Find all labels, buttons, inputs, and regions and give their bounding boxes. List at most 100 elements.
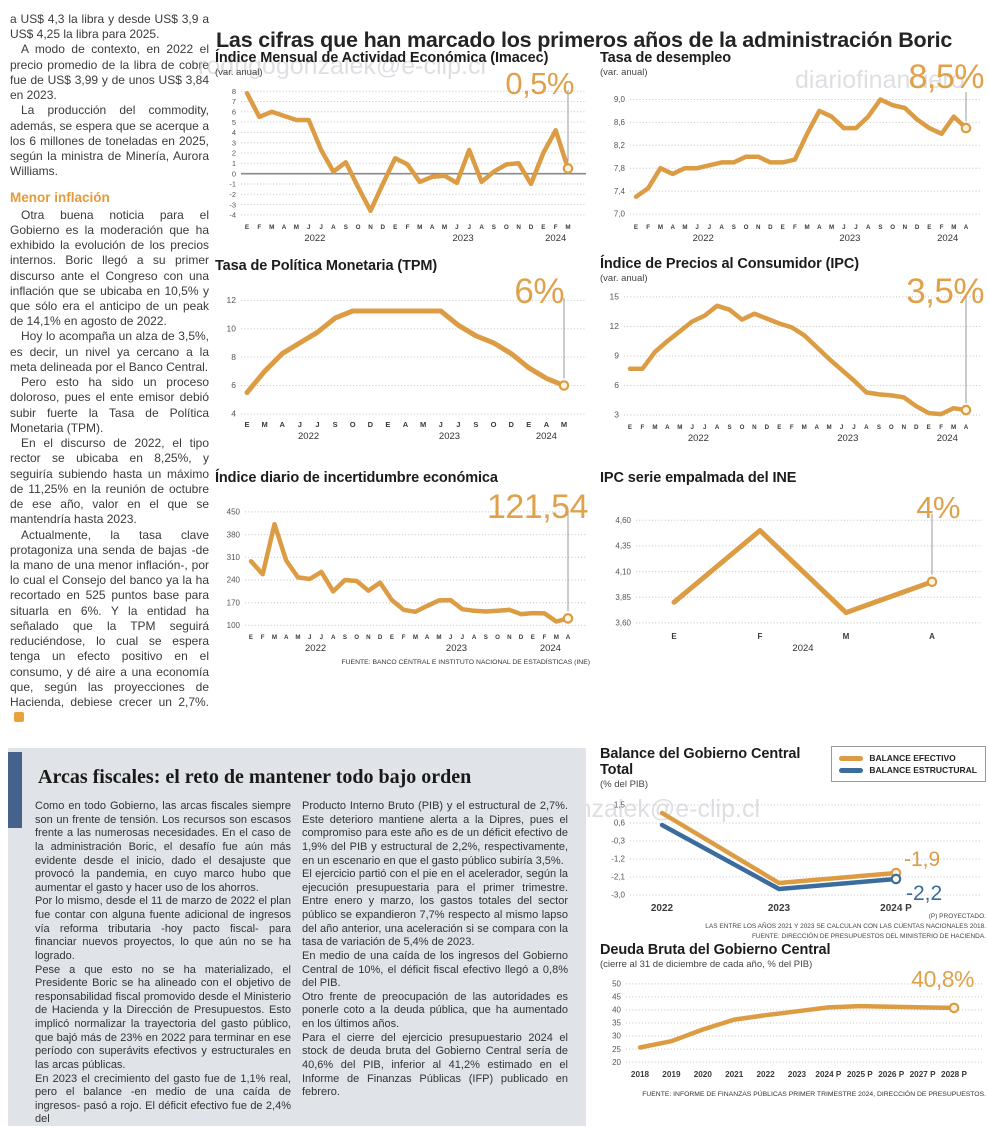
svg-text:25: 25: [612, 1045, 621, 1054]
svg-text:F: F: [758, 632, 763, 641]
balance-chart-title: Balance del Gobierno Central Total: [600, 746, 801, 778]
svg-text:A: A: [964, 224, 969, 231]
incertidumbre-callout-value: 121,54: [487, 488, 589, 526]
svg-text:A: A: [430, 224, 435, 231]
svg-text:M: M: [294, 224, 299, 231]
svg-text:D: D: [529, 224, 534, 231]
svg-text:1: 1: [232, 159, 236, 168]
svg-text:2022: 2022: [651, 903, 674, 914]
svg-text:M: M: [554, 634, 559, 641]
svg-text:D: D: [508, 420, 514, 429]
balance-chart: Balance del Gobierno Central Total (% de…: [600, 746, 986, 940]
ipc-chart: Índice de Precios al Consumidor (IPC) (v…: [600, 256, 986, 448]
svg-text:170: 170: [227, 598, 241, 607]
svg-text:M: M: [802, 424, 807, 431]
svg-text:2022: 2022: [756, 1070, 775, 1079]
desempleo-chart: Tasa de desempleo (var. anual) 9,0 8,6 8,2…: [600, 50, 986, 248]
svg-text:8: 8: [232, 87, 236, 96]
svg-text:2023: 2023: [453, 233, 474, 244]
svg-text:J: J: [690, 424, 694, 431]
svg-text:2026 P: 2026 P: [878, 1070, 904, 1079]
svg-text:2022: 2022: [693, 233, 714, 244]
svg-text:2024: 2024: [937, 233, 958, 244]
svg-text:J: J: [703, 424, 707, 431]
infographic-title: Las cifras que han marcado los primeros …: [216, 28, 953, 53]
svg-text:D: D: [519, 634, 524, 641]
svg-text:J: J: [439, 420, 443, 429]
article-end-marker: [14, 712, 24, 723]
svg-text:M: M: [269, 224, 274, 231]
svg-text:M: M: [417, 224, 422, 231]
svg-text:D: D: [381, 224, 386, 231]
svg-text:N: N: [516, 224, 521, 231]
desempleo-chart-subtitle: (var. anual): [600, 67, 648, 78]
svg-text:J: J: [708, 224, 712, 231]
svg-text:4,10: 4,10: [615, 567, 631, 576]
svg-text:E: E: [385, 420, 390, 429]
svg-text:100: 100: [227, 621, 241, 630]
incertidumbre-chart-title: Índice diario de incertidumbre económica: [215, 470, 498, 486]
svg-text:A: A: [284, 634, 289, 641]
svg-text:F: F: [939, 424, 943, 431]
svg-text:F: F: [257, 224, 261, 231]
article-subhead: Menor inflación: [10, 189, 110, 205]
svg-text:E: E: [671, 632, 677, 641]
svg-text:35: 35: [612, 1019, 621, 1028]
svg-text:O: O: [491, 420, 497, 429]
svg-text:O: O: [740, 424, 745, 431]
svg-text:A: A: [866, 224, 871, 231]
svg-text:J: J: [298, 420, 302, 429]
svg-text:S: S: [484, 634, 488, 641]
svg-text:2025 P: 2025 P: [847, 1070, 873, 1079]
svg-text:240: 240: [227, 576, 241, 585]
svg-text:A: A: [670, 224, 675, 231]
svg-text:E: E: [927, 424, 931, 431]
svg-text:E: E: [393, 224, 397, 231]
article-paragraph: Actualmente, la tasa clave protagoniza u…: [10, 528, 209, 726]
svg-text:O: O: [350, 420, 356, 429]
imacec-chart-plot: 8 7 6 5 4 3 2 1 0 -1 -2 -3 -4 E F M A M J J A S O N D E F M A M J J A S O N…: [215, 80, 590, 248]
svg-text:-1: -1: [229, 180, 236, 189]
svg-text:E: E: [781, 224, 785, 231]
svg-text:N: N: [366, 634, 371, 641]
balance-note-accounts: LAS ENTRE LOS AÑOS 2021 Y 2023 SE CALCUL…: [705, 923, 986, 931]
svg-text:S: S: [732, 224, 736, 231]
svg-text:F: F: [261, 634, 265, 641]
fiscal-section-box: [8, 748, 586, 1126]
svg-text:E: E: [634, 224, 638, 231]
svg-text:3: 3: [614, 410, 619, 420]
svg-text:M: M: [565, 224, 570, 231]
svg-text:2027 P: 2027 P: [910, 1070, 936, 1079]
svg-text:2024 P: 2024 P: [880, 903, 912, 914]
imacec-chart: Índice Mensual de Actividad Económica (I…: [215, 50, 590, 248]
empalmada-callout-value: 4%: [916, 490, 960, 525]
svg-text:F: F: [554, 224, 558, 231]
svg-text:N: N: [756, 224, 761, 231]
svg-text:A: A: [814, 424, 819, 431]
svg-text:7,8: 7,8: [614, 164, 626, 173]
svg-text:M: M: [658, 224, 663, 231]
article-paragraph: Otro frente de preocupación de las autor…: [302, 990, 568, 1030]
article-paragraph: Producto Interno Bruto (PIB) y el estruc…: [302, 800, 568, 867]
article-paragraph: La producción del commodity, además, se …: [10, 103, 209, 179]
svg-text:M: M: [295, 634, 300, 641]
svg-text:3,85: 3,85: [615, 593, 631, 602]
svg-text:J: J: [319, 224, 323, 231]
ipc-chart-plot: 15 12 9 6 3 E F M A M J J A S O N D E F M A M J J A S O N D E F M A 2022 2…: [600, 286, 986, 448]
ipc-chart-subtitle: (var. anual): [600, 273, 648, 284]
svg-text:40: 40: [612, 1006, 621, 1015]
article-paragraph: En 2023 el crecimiento del gasto fue de …: [35, 1072, 291, 1126]
fiscal-column-2: Producto Interno Bruto (PIB) y el estruc…: [302, 800, 568, 1100]
svg-text:12: 12: [227, 295, 237, 305]
svg-text:A: A: [331, 634, 336, 641]
chart-canvas: 9,08,68,27,87,47,0E F M A M J J A S O N D E F M A M J J A S O…: [614, 92, 982, 244]
svg-text:7,4: 7,4: [614, 187, 626, 196]
svg-text:F: F: [790, 424, 794, 431]
ipc-chart-title: Índice de Precios al Consumidor (IPC): [600, 256, 859, 272]
incertidumbre-chart: Índice diario de incertidumbre económica…: [215, 470, 590, 666]
svg-text:4,60: 4,60: [615, 516, 631, 525]
svg-text:E: E: [244, 420, 249, 429]
svg-text:2020: 2020: [694, 1070, 713, 1079]
